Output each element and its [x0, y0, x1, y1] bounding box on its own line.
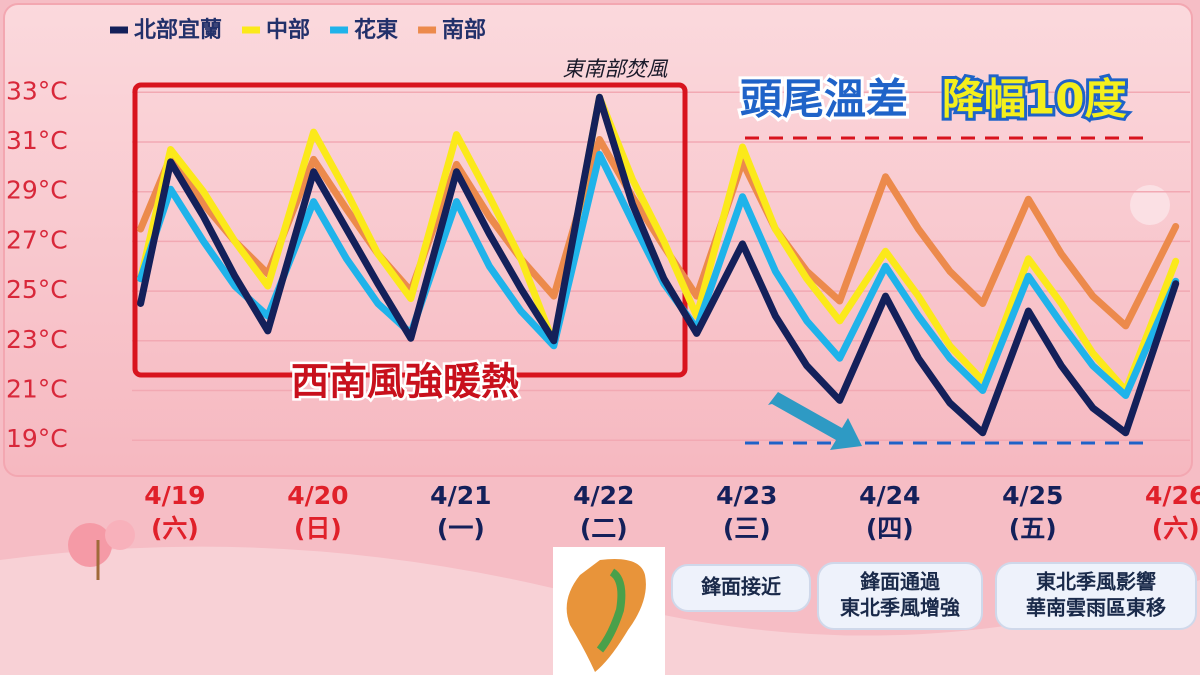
map-shape	[596, 568, 626, 653]
x-tick-sublabel: (五)	[1009, 514, 1057, 543]
y-tick-label: 21°C	[6, 375, 68, 404]
note-box	[995, 562, 1197, 630]
title: 頭尾溫差	[740, 75, 908, 124]
map-inset	[553, 547, 665, 675]
series-line	[137, 136, 1180, 330]
note-text: 東北季風增強	[840, 596, 960, 620]
legend-label: 北部宜蘭	[134, 17, 222, 43]
x-tick-label: 4/21	[430, 481, 491, 510]
series-line	[137, 93, 1180, 437]
legend-label: 南部	[442, 17, 486, 43]
y-tick-label: 19°C	[6, 424, 68, 453]
plot-panel	[3, 3, 1193, 477]
decoration	[105, 520, 135, 550]
map-shape	[566, 559, 646, 672]
x-tick-label: 4/25	[1002, 481, 1063, 510]
y-tick-label: 31°C	[6, 126, 68, 155]
x-tick-sublabel: (三)	[723, 514, 771, 543]
box-label: 西南風強暖熱	[291, 360, 519, 404]
y-tick-label: 29°C	[6, 176, 68, 205]
x-tick-sublabel: (一)	[437, 514, 485, 543]
y-tick-label: 33°C	[6, 76, 68, 105]
y-tick-label: 23°C	[6, 325, 68, 354]
x-tick-sublabel: (日)	[294, 514, 342, 543]
series-line	[137, 93, 1180, 394]
series-line	[137, 150, 1180, 399]
legend-label: 花東	[354, 17, 398, 43]
title-highlight: 降幅10度	[942, 75, 1126, 124]
trend-arrow	[768, 392, 862, 450]
note-box	[671, 564, 811, 612]
x-tick-sublabel: (六)	[1152, 514, 1200, 543]
y-tick-label: 25°C	[6, 275, 68, 304]
decoration	[68, 523, 112, 567]
x-tick-label: 4/26	[1145, 481, 1200, 510]
y-tick-label: 27°C	[6, 225, 68, 254]
x-tick-label: 4/20	[287, 481, 348, 510]
x-tick-label: 4/24	[859, 481, 920, 510]
note-text: 鋒面通過	[859, 570, 941, 594]
x-tick-label: 4/19	[144, 481, 205, 510]
x-tick-label: 4/22	[573, 481, 634, 510]
x-tick-label: 4/23	[716, 481, 777, 510]
highlight-box	[132, 82, 688, 378]
x-tick-sublabel: (二)	[580, 514, 628, 543]
decoration	[1130, 185, 1170, 225]
note-box	[817, 562, 983, 630]
note-text: 鋒面接近	[700, 575, 781, 599]
note-text: 東北季風影響	[1036, 570, 1156, 594]
x-tick-sublabel: (六)	[151, 514, 199, 543]
legend-label: 中部	[266, 17, 310, 43]
x-tick-sublabel: (四)	[866, 514, 914, 543]
annotation: 東南部焚風	[563, 57, 669, 81]
note-text: 華南雲雨區東移	[1026, 596, 1166, 620]
